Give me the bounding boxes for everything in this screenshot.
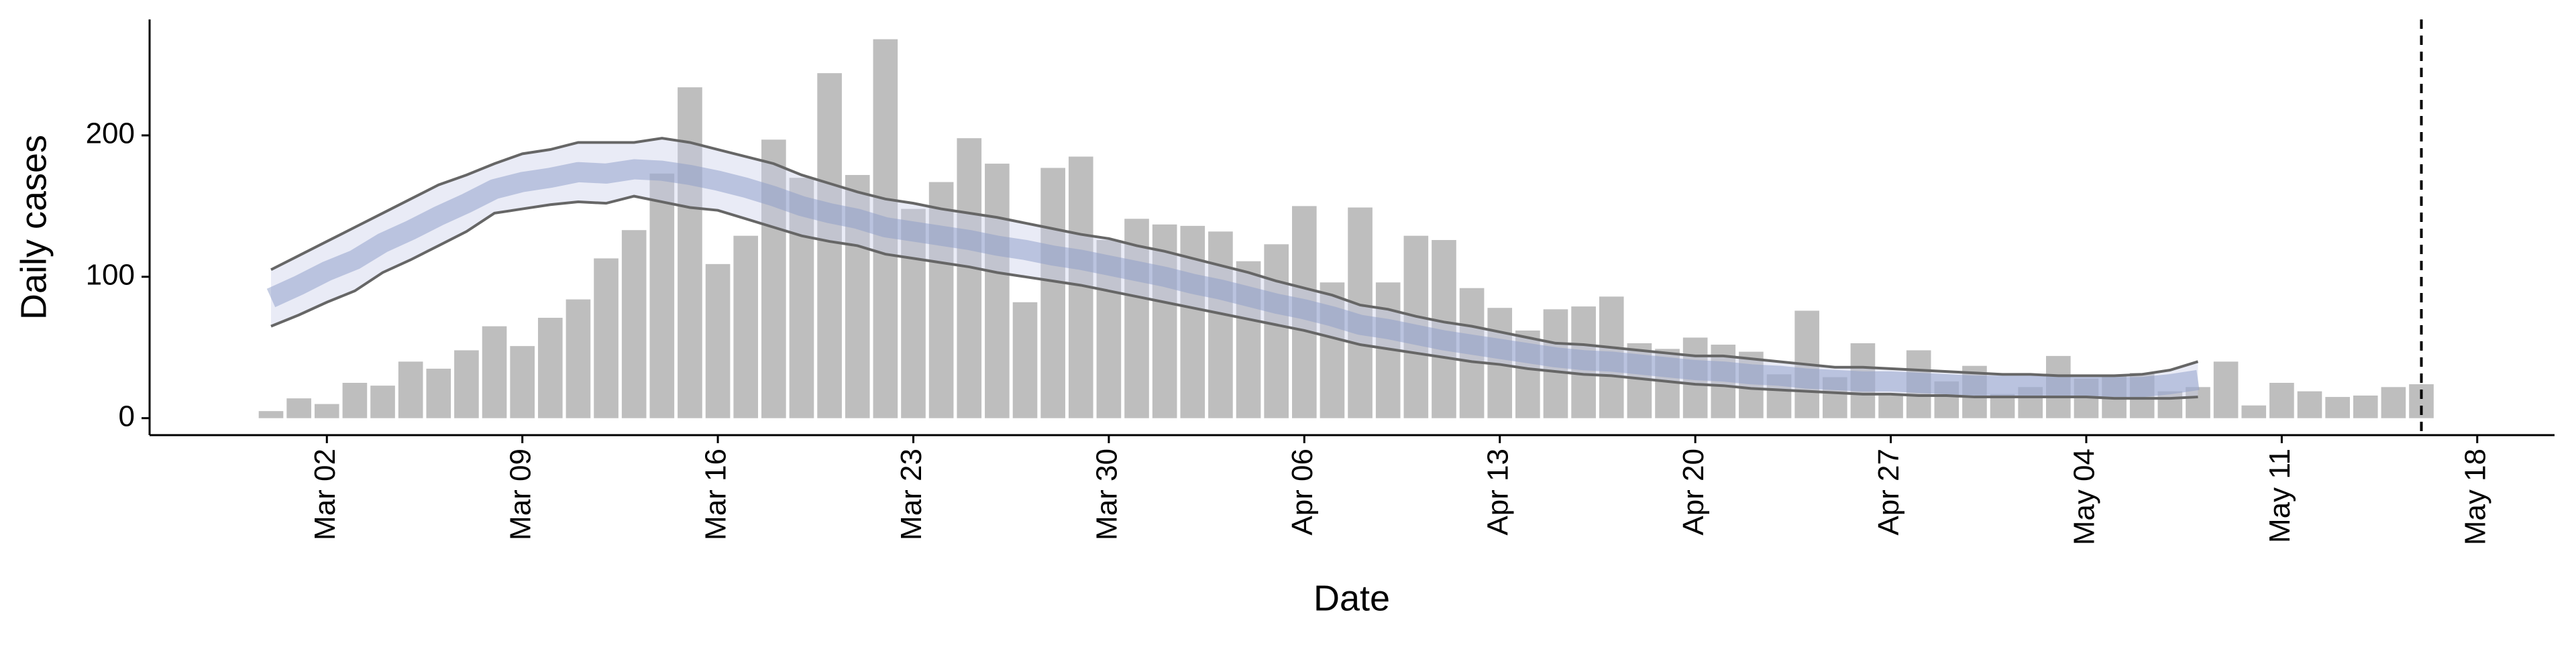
bar	[398, 361, 423, 418]
x-tick-label: Apr 06	[1286, 449, 1319, 536]
y-tick-label: 0	[119, 400, 135, 432]
bar	[2213, 361, 2239, 418]
interval-band	[271, 138, 2198, 399]
x-tick-label: Mar 16	[700, 449, 733, 540]
x-tick-label: Mar 30	[1091, 449, 1124, 540]
x-tick-label: Mar 23	[895, 449, 928, 540]
x-tick-label: Apr 27	[1872, 449, 1905, 536]
bar	[454, 350, 479, 418]
bar	[957, 138, 982, 418]
median-band	[266, 159, 2200, 398]
bar	[314, 404, 339, 418]
x-axis-title: Date	[1313, 578, 1390, 618]
bar	[2241, 405, 2267, 418]
bar	[2325, 397, 2350, 418]
bar	[2381, 387, 2406, 418]
x-tick-label: May 18	[2459, 449, 2491, 545]
bar	[1124, 219, 1149, 418]
bar	[2269, 382, 2294, 418]
x-tick-label: May 11	[2263, 449, 2296, 543]
bar	[928, 182, 954, 418]
bar	[426, 368, 451, 418]
bar	[1152, 224, 1177, 418]
bar	[2186, 387, 2210, 418]
y-tick-label: 200	[86, 117, 135, 150]
bar	[817, 73, 842, 418]
bar	[594, 258, 619, 418]
bar	[901, 209, 926, 418]
bar	[1012, 302, 1038, 418]
bar	[510, 346, 535, 418]
bar	[258, 411, 284, 418]
bar	[1208, 231, 1233, 418]
bar	[1040, 168, 1065, 418]
bar	[566, 299, 591, 418]
bar	[1739, 351, 1764, 418]
bar	[1878, 395, 1903, 418]
bar	[705, 263, 731, 418]
bar	[370, 386, 395, 418]
x-tick-label: May 04	[2068, 449, 2101, 545]
x-tick-label: Mar 02	[309, 449, 341, 540]
x-tick-label: Apr 13	[1481, 449, 1514, 536]
bar	[286, 398, 311, 418]
bar	[678, 87, 702, 418]
bar	[1180, 225, 1205, 418]
bar	[2297, 391, 2322, 418]
bar	[733, 235, 759, 418]
bar	[2353, 395, 2378, 418]
bar	[621, 230, 647, 418]
bar	[649, 173, 675, 418]
bar	[342, 382, 368, 418]
bar	[537, 317, 563, 418]
bound-line	[270, 137, 2199, 377]
x-tick-label: Apr 20	[1677, 449, 1710, 536]
bar	[985, 164, 1010, 418]
bar	[2157, 391, 2183, 418]
bar	[482, 326, 507, 418]
y-axis-title: Daily cases	[13, 135, 54, 320]
bar	[1264, 244, 1289, 418]
y-tick-label: 100	[86, 258, 135, 291]
x-tick-label: Mar 09	[504, 449, 537, 540]
bound-line	[270, 194, 2198, 400]
